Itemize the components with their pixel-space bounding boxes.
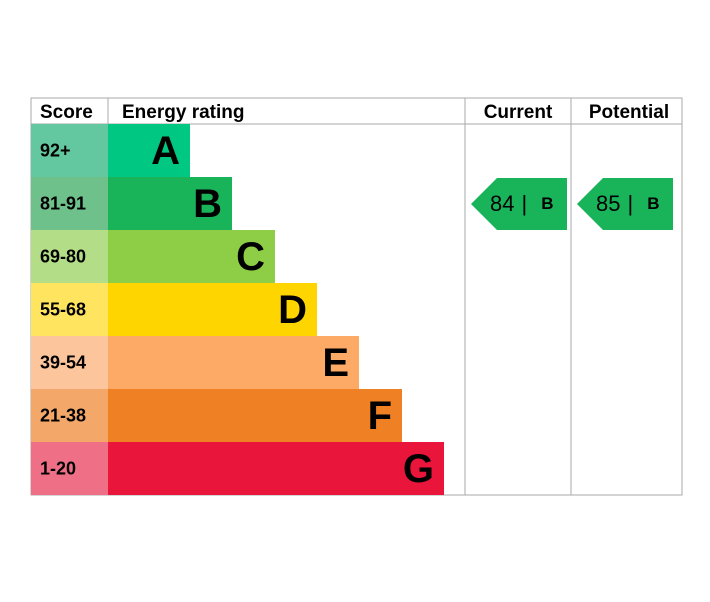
score-label: 55-68: [40, 299, 86, 319]
score-cell: [31, 442, 108, 495]
rating-value: 85 | B: [596, 191, 659, 216]
score-label: 21-38: [40, 405, 86, 425]
score-label: 81-91: [40, 193, 86, 213]
score-cell: [31, 283, 108, 336]
rating-letter: B: [541, 194, 553, 213]
rating-letter: G: [403, 447, 434, 491]
score-cell: [31, 389, 108, 442]
rating-letter: C: [236, 235, 265, 279]
rating-bar: [108, 230, 275, 283]
rating-bar: [108, 389, 402, 442]
rating-letter: D: [278, 288, 307, 332]
score-cell: [31, 230, 108, 283]
score-label: 39-54: [40, 352, 86, 372]
score-value: 85: [596, 191, 620, 216]
rating-bar: [108, 283, 317, 336]
rating-letter: B: [193, 182, 222, 226]
rating-bar: [108, 124, 190, 177]
header: Energy rating: [122, 102, 244, 123]
rating-letter: B: [647, 194, 659, 213]
header: Current: [484, 102, 553, 123]
score-cell: [31, 177, 108, 230]
header: Score: [40, 102, 93, 123]
score-label: 92+: [40, 140, 71, 160]
score-label: 69-80: [40, 246, 86, 266]
score-cell: [31, 124, 108, 177]
rating-bar: [108, 336, 359, 389]
rating-arrow: [577, 178, 673, 230]
rating-bar: [108, 442, 444, 495]
rating-letter: F: [368, 394, 392, 438]
score-label: 1-20: [40, 458, 76, 478]
rating-letter: A: [151, 129, 180, 173]
rating-bar: [108, 177, 232, 230]
rating-letter: E: [322, 341, 349, 385]
rating-arrow: [471, 178, 567, 230]
separator: |: [627, 191, 633, 216]
score-value: 84: [490, 191, 514, 216]
header: Potential: [589, 102, 669, 123]
rating-value: 84 | B: [490, 191, 553, 216]
score-cell: [31, 336, 108, 389]
separator: |: [521, 191, 527, 216]
